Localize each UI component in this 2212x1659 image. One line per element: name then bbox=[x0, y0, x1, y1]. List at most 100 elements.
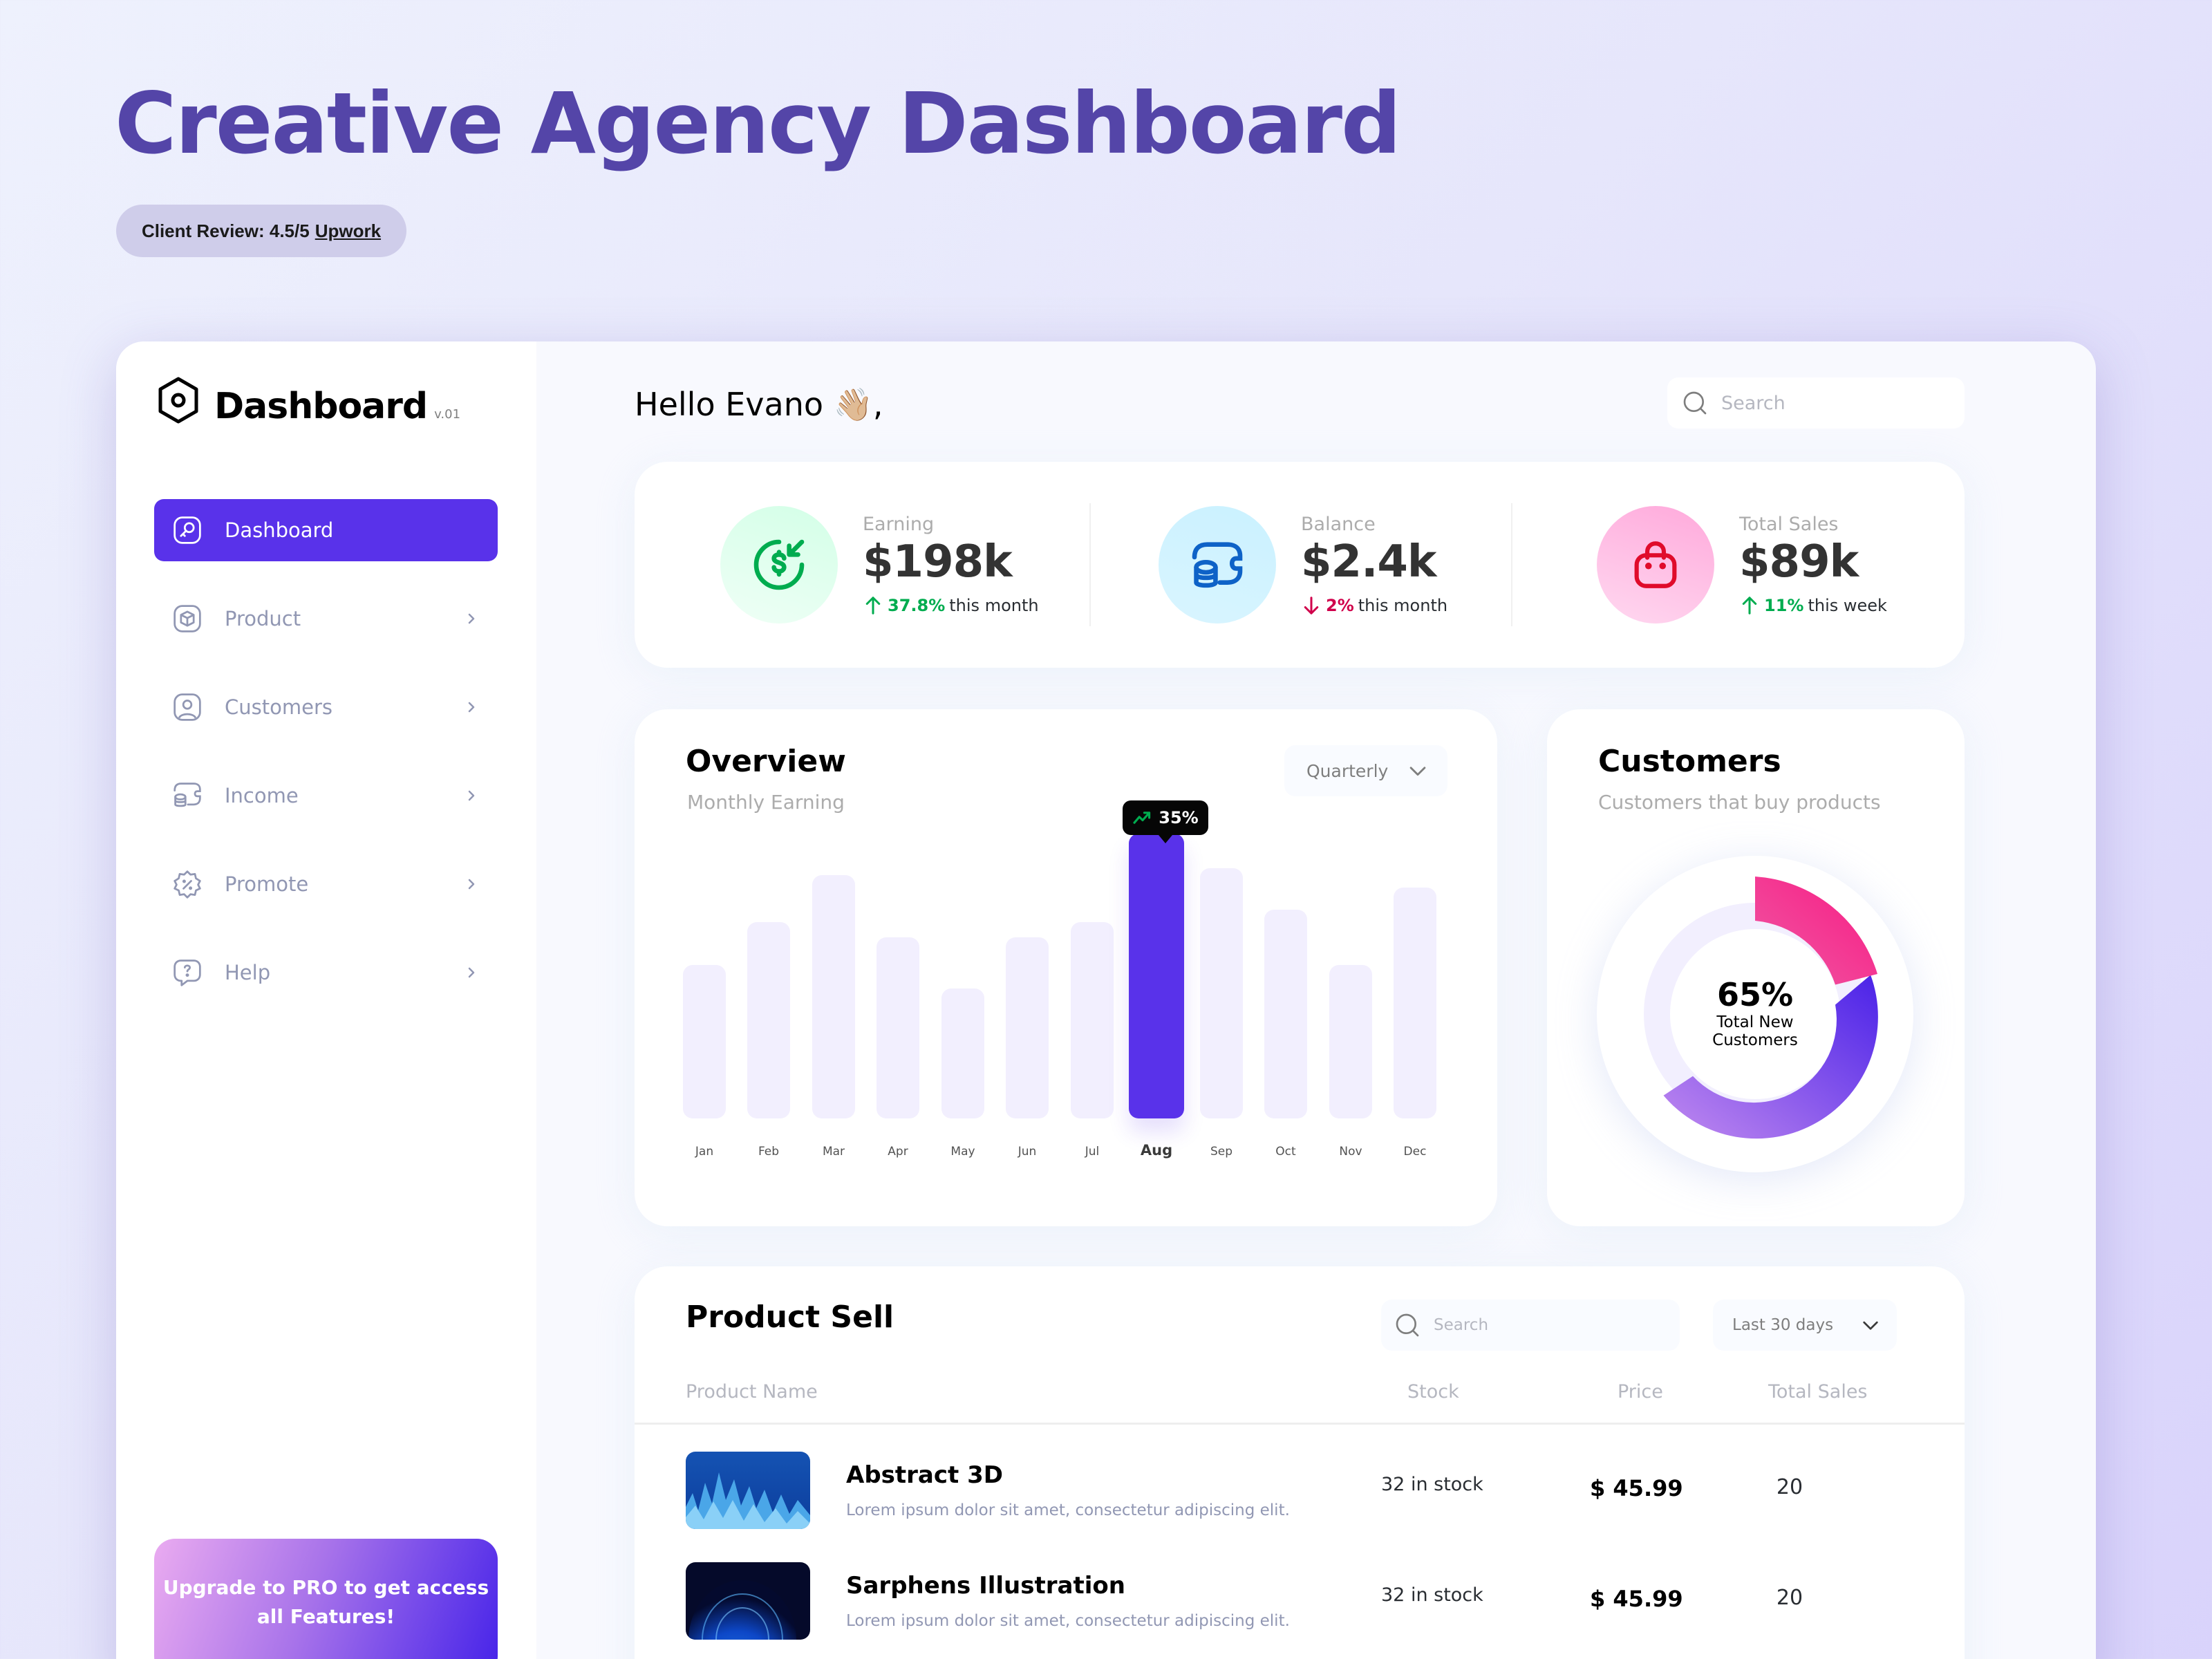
stat-earning: Earning $198k 37.8% this month bbox=[720, 505, 1039, 625]
product-name: Abstract 3D bbox=[846, 1461, 1003, 1489]
product-search-input[interactable]: Search bbox=[1381, 1300, 1680, 1351]
trend-percent: 2% bbox=[1326, 595, 1354, 615]
dropdown-value: Quarterly bbox=[1306, 760, 1389, 781]
stat-trend: 37.8% this month bbox=[863, 595, 1039, 616]
table-row[interactable]: Sarphens Illustration Lorem ipsum dolor … bbox=[635, 1562, 1965, 1640]
search-input[interactable]: Search bbox=[1667, 377, 1965, 429]
sidebar-item-label: Help bbox=[225, 961, 271, 984]
bar-apr[interactable]: Apr bbox=[877, 847, 919, 1159]
upwork-link[interactable]: Upwork bbox=[315, 220, 382, 241]
bar-chart: Jan Feb Mar Apr May Jun Jul Aug Sep Oct … bbox=[683, 834, 1450, 1159]
sidebar-nav: Dashboard Product Customers bbox=[154, 499, 498, 1030]
bar-label: Mar bbox=[822, 1145, 845, 1159]
column-header-total-sales[interactable]: Total Sales bbox=[1768, 1381, 1868, 1403]
bar-nov[interactable]: Nov bbox=[1329, 847, 1372, 1159]
arrow-up-icon bbox=[865, 596, 881, 615]
column-header-product-name[interactable]: Product Name bbox=[686, 1381, 818, 1403]
bar-tooltip: 35% bbox=[1123, 800, 1208, 843]
user-square-icon bbox=[174, 693, 201, 721]
stats-card: Earning $198k 37.8% this month Balance bbox=[635, 462, 1965, 668]
bar-mar[interactable]: Mar bbox=[812, 847, 855, 1159]
bar-label: Apr bbox=[888, 1145, 908, 1159]
bar-jul[interactable]: Jul bbox=[1071, 847, 1114, 1159]
abstract-3d-image bbox=[686, 1452, 810, 1529]
stat-icon-circle bbox=[720, 506, 838, 624]
hexagon-logo-icon bbox=[158, 377, 198, 424]
dashboard-window: Dashboard v.01 Dashboard Product bbox=[116, 341, 2096, 1659]
tooltip-value: 35% bbox=[1159, 808, 1199, 827]
wallet-coins-icon bbox=[1192, 542, 1243, 588]
bar-dec[interactable]: Dec bbox=[1394, 847, 1436, 1159]
stat-icon-circle bbox=[1159, 506, 1276, 624]
product-name: Sarphens Illustration bbox=[846, 1572, 1125, 1600]
stat-value: $2.4k bbox=[1301, 536, 1436, 588]
cube-icon bbox=[174, 605, 201, 632]
product-stock: 32 in stock bbox=[1381, 1474, 1483, 1495]
product-description: Lorem ipsum dolor sit amet, consectetur … bbox=[846, 1501, 1290, 1519]
chevron-right-icon bbox=[468, 702, 475, 713]
bar-oct[interactable]: Oct bbox=[1264, 847, 1307, 1159]
page-title: Creative Agency Dashboard bbox=[115, 75, 1401, 173]
upgrade-pro-button[interactable]: Upgrade to PRO to get access all Feature… bbox=[154, 1539, 498, 1659]
chevron-right-icon bbox=[468, 967, 475, 978]
period-dropdown[interactable]: Quarterly bbox=[1284, 745, 1447, 796]
bar-label: Aug bbox=[1140, 1142, 1173, 1159]
stat-trend: 2% this month bbox=[1301, 595, 1447, 616]
donut-svg bbox=[1644, 877, 1878, 1139]
overview-card: Overview Monthly Earning Quarterly Jan F… bbox=[635, 709, 1497, 1226]
product-description: Lorem ipsum dolor sit amet, consectetur … bbox=[846, 1612, 1290, 1630]
stat-total-sales: Total Sales $89k 11% this week bbox=[1597, 505, 1887, 625]
bar-label: Oct bbox=[1275, 1145, 1296, 1159]
product-thumbnail bbox=[686, 1562, 810, 1640]
product-sell-card: Product Sell Search Last 30 days Product… bbox=[635, 1266, 1965, 1659]
sidebar-item-label: Income bbox=[225, 784, 299, 807]
overview-title: Overview bbox=[686, 744, 846, 779]
range-dropdown[interactable]: Last 30 days bbox=[1713, 1300, 1897, 1351]
header-divider bbox=[635, 1423, 1965, 1425]
product-sell-title: Product Sell bbox=[686, 1300, 894, 1335]
stat-balance: Balance $2.4k 2% this month bbox=[1159, 505, 1447, 625]
wallet-money-icon bbox=[174, 782, 201, 807]
arrow-down-icon bbox=[1304, 596, 1319, 615]
stat-icon-circle bbox=[1597, 506, 1714, 624]
greeting: Hello Evano 👋🏼, bbox=[635, 386, 883, 423]
shopping-bag-icon bbox=[1634, 541, 1677, 588]
column-header-stock[interactable]: Stock bbox=[1407, 1381, 1459, 1403]
bar-jun[interactable]: Jun bbox=[1006, 847, 1049, 1159]
review-text: Client Review: 4.5/5 bbox=[141, 220, 310, 241]
sidebar-item-label: Promote bbox=[225, 872, 309, 896]
stat-label: Balance bbox=[1301, 514, 1376, 536]
bar-sep[interactable]: Sep bbox=[1200, 847, 1243, 1159]
bar-label: Sep bbox=[1210, 1145, 1233, 1159]
bar-aug[interactable]: Aug bbox=[1129, 834, 1184, 1159]
sidebar: Dashboard v.01 Dashboard Product bbox=[116, 341, 536, 1659]
arrow-up-icon bbox=[1742, 596, 1757, 615]
search-placeholder: Search bbox=[1434, 1316, 1489, 1334]
sidebar-item-promote[interactable]: Promote bbox=[154, 853, 498, 915]
bar-label: Nov bbox=[1339, 1145, 1362, 1159]
donut-value: 65% bbox=[1716, 976, 1794, 1013]
bar-label: May bbox=[950, 1145, 975, 1159]
bar-may[interactable]: May bbox=[941, 847, 984, 1159]
sidebar-item-income[interactable]: Income bbox=[154, 765, 498, 827]
divider bbox=[1089, 503, 1091, 626]
sidebar-item-customers[interactable]: Customers bbox=[154, 676, 498, 738]
sidebar-item-product[interactable]: Product bbox=[154, 588, 498, 650]
stat-label: Total Sales bbox=[1739, 514, 1839, 536]
product-thumbnail bbox=[686, 1452, 810, 1529]
stat-value: $198k bbox=[863, 536, 1013, 588]
logo[interactable]: Dashboard v.01 bbox=[156, 376, 460, 424]
column-header-price[interactable]: Price bbox=[1618, 1381, 1663, 1403]
sidebar-item-dashboard[interactable]: Dashboard bbox=[154, 499, 498, 561]
table-row[interactable]: Abstract 3D Lorem ipsum dolor sit amet, … bbox=[635, 1452, 1965, 1529]
customers-subtitle: Customers that buy products bbox=[1598, 791, 1881, 814]
search-placeholder: Search bbox=[1721, 392, 1785, 414]
bar-feb[interactable]: Feb bbox=[747, 847, 790, 1159]
bar-jan[interactable]: Jan bbox=[683, 847, 726, 1159]
dropdown-value: Last 30 days bbox=[1732, 1316, 1834, 1334]
overview-subtitle: Monthly Earning bbox=[687, 791, 845, 814]
version-label: v.01 bbox=[434, 407, 461, 422]
trend-percent: 37.8% bbox=[888, 595, 946, 615]
sidebar-item-help[interactable]: Help bbox=[154, 941, 498, 1004]
search-icon bbox=[1683, 391, 1707, 415]
